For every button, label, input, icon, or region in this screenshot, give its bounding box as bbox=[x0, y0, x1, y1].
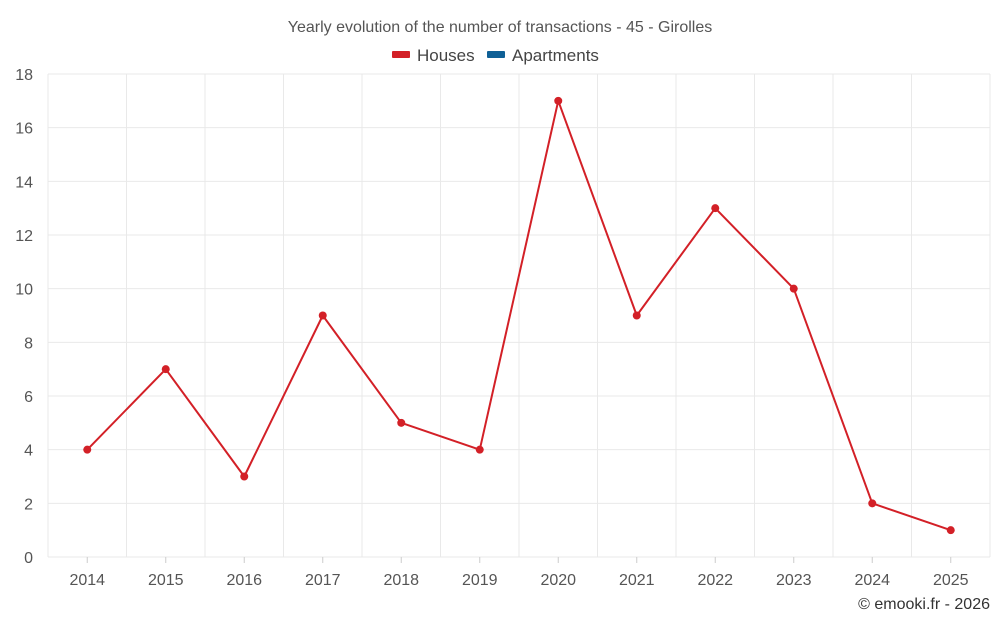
data-point-houses[interactable] bbox=[554, 96, 563, 105]
data-point-houses[interactable] bbox=[161, 365, 170, 374]
series-line-houses bbox=[86, 99, 952, 532]
legend-item-apartments[interactable]: Apartments bbox=[487, 46, 599, 65]
x-tick-label: 2017 bbox=[305, 572, 341, 589]
x-tick-label: 2016 bbox=[226, 572, 262, 589]
x-tick-label: 2022 bbox=[697, 572, 733, 589]
data-point-houses[interactable] bbox=[789, 284, 798, 293]
y-tick-label: 10 bbox=[15, 282, 33, 299]
y-tick-label: 8 bbox=[24, 335, 33, 352]
credit-text: © emooki.fr - 2026 bbox=[858, 596, 990, 613]
x-tick-label: 2018 bbox=[383, 572, 419, 589]
y-tick-label: 6 bbox=[24, 389, 33, 406]
legend-item-houses[interactable]: Houses bbox=[392, 46, 475, 65]
x-tick-label: 2014 bbox=[69, 572, 105, 589]
y-tick-label: 2 bbox=[24, 496, 33, 513]
data-point-houses[interactable] bbox=[632, 311, 641, 320]
legend-swatch-apartments bbox=[487, 51, 505, 58]
data-point-houses[interactable] bbox=[318, 311, 327, 320]
chart-legend: Houses Apartments bbox=[392, 46, 599, 65]
series-houses bbox=[83, 96, 955, 535]
y-tick-label: 14 bbox=[15, 174, 33, 191]
x-tick-label: 2025 bbox=[933, 572, 969, 589]
x-axis: 2014 2015 2016 2017 2018 2019 2020 2021 2022 2023… bbox=[69, 557, 969, 589]
data-point-houses[interactable] bbox=[946, 526, 955, 535]
x-tick-label: 2015 bbox=[148, 572, 184, 589]
data-point-houses[interactable] bbox=[83, 445, 92, 454]
y-tick-label: 0 bbox=[24, 550, 33, 567]
y-axis: 0 2 4 6 8 10 12 14 16 18 bbox=[15, 67, 33, 567]
x-tick-label: 2019 bbox=[462, 572, 498, 589]
data-point-houses[interactable] bbox=[397, 418, 406, 427]
data-point-houses[interactable] bbox=[240, 472, 249, 481]
data-point-houses[interactable] bbox=[711, 204, 720, 213]
legend-label-houses: Houses bbox=[417, 46, 475, 65]
y-tick-label: 4 bbox=[24, 443, 33, 460]
y-tick-label: 16 bbox=[15, 121, 33, 138]
legend-label-apartments: Apartments bbox=[512, 46, 599, 65]
legend-swatch-houses bbox=[392, 51, 410, 58]
grid-lines bbox=[47, 73, 991, 558]
x-tick-label: 2020 bbox=[540, 572, 576, 589]
x-tick-label: 2023 bbox=[776, 572, 812, 589]
x-tick-label: 2024 bbox=[854, 572, 890, 589]
chart-title: Yearly evolution of the number of transa… bbox=[288, 19, 713, 36]
data-point-houses[interactable] bbox=[868, 499, 877, 508]
x-tick-label: 2021 bbox=[619, 572, 655, 589]
y-tick-label: 12 bbox=[15, 228, 33, 245]
data-point-houses[interactable] bbox=[475, 445, 484, 454]
y-tick-label: 18 bbox=[15, 67, 33, 84]
